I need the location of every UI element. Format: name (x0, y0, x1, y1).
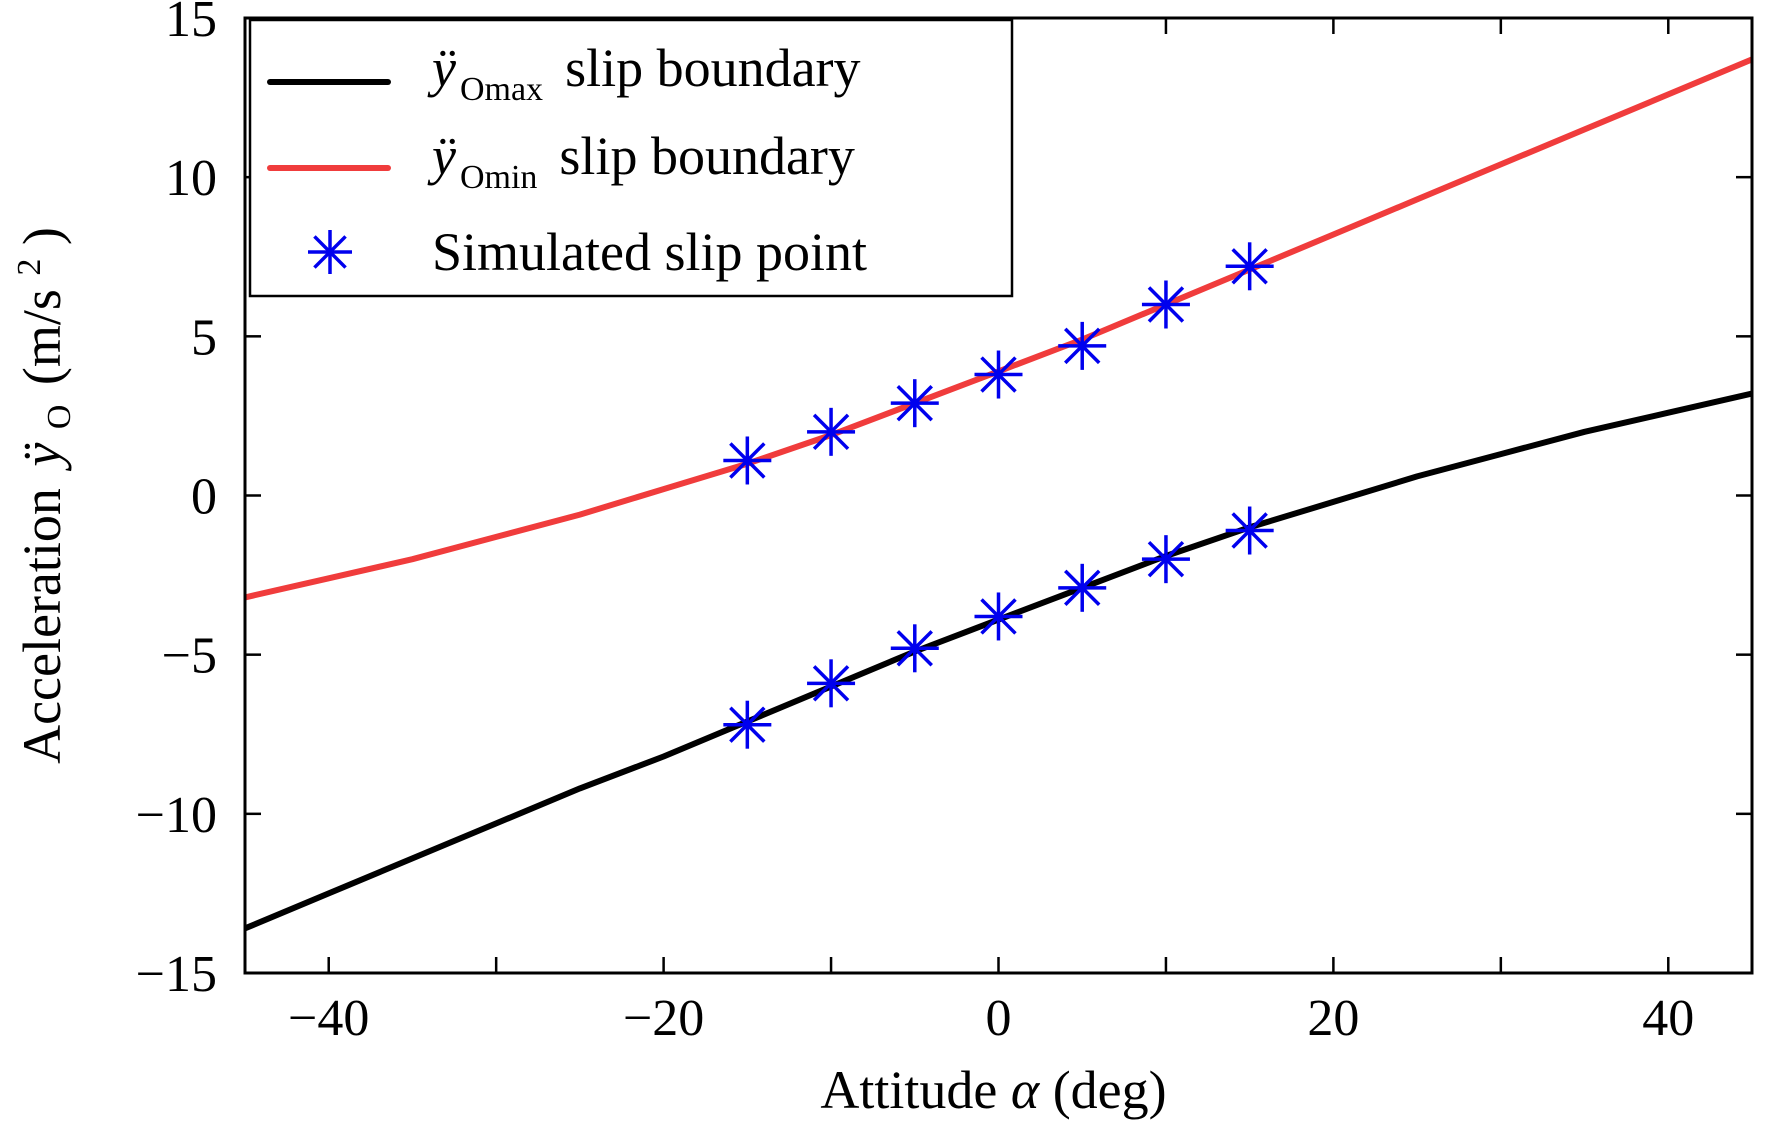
x-axis-title-text: Attitude (820, 1060, 997, 1120)
slip-point-stroke (1147, 540, 1185, 578)
slip-point-stroke (1147, 286, 1185, 323)
slip-point-marker (723, 700, 772, 749)
slip-point-stroke (812, 413, 850, 451)
y-tick-label: 0 (191, 469, 217, 526)
x-tick-label: 40 (1642, 990, 1694, 1047)
legend-symbol-ymax: ÿ (427, 38, 456, 98)
legend-sub-ymax: Omax (460, 71, 543, 108)
legend-text-ymin: slip boundary (559, 126, 854, 186)
ticks-layer: −40 −20 0 20 40 −15 −10 −5 0 5 10 15 (136, 0, 1752, 1047)
y-tick-label: −5 (162, 628, 217, 685)
x-axis-title: Attitude α (deg) (820, 1060, 1166, 1120)
legend-box (248, 18, 1014, 298)
x-axis-title-unit: (deg) (1053, 1060, 1167, 1120)
slip-point-marker (890, 379, 939, 428)
slip-point-marker (1058, 321, 1107, 370)
slip-point-stroke (313, 235, 347, 269)
legend-symbol-ymin: ÿ (427, 126, 456, 186)
slip-point-marker (807, 407, 856, 456)
y-tick-label: 15 (165, 0, 217, 48)
legend-text-slip-point: Simulated slip point (432, 222, 867, 282)
slip-point-stroke (896, 630, 933, 667)
y-axis-title-close: ) (12, 227, 72, 245)
slip-point-stroke (1064, 569, 1101, 607)
y-axis-title-sup: 2 (11, 259, 48, 276)
slip-point-marker (1141, 535, 1190, 584)
slip-point-stroke (729, 706, 766, 743)
legend-sub-ymin: Omin (460, 159, 537, 196)
slip-point-marker (1225, 242, 1274, 291)
legend-text-ymax: slip boundary (565, 38, 860, 98)
series-line-ymax (245, 390, 1752, 932)
legend-label-ymin: ÿ Omin slip boundary (427, 126, 855, 196)
legend-star-marker (308, 230, 352, 274)
legend-label-ymax: ÿ Omax slip boundary (427, 38, 861, 108)
series-layer (245, 56, 1752, 932)
x-tick-label: 0 (986, 990, 1012, 1047)
y-tick-label: −10 (136, 787, 217, 844)
y-tick-label: −15 (136, 946, 217, 1003)
slip-point-stroke (1231, 512, 1268, 549)
x-tick-label: 20 (1307, 990, 1359, 1047)
legend-swatch-slip-point (308, 230, 352, 274)
slip-point-stroke (1064, 327, 1101, 365)
slip-point-marker (1058, 563, 1107, 612)
slip-point-marker (974, 350, 1023, 399)
slip-point-stroke (812, 665, 850, 702)
slip-point-stroke (896, 384, 933, 422)
y-axis-title-symbol: ÿ (12, 443, 72, 472)
slip-point-stroke (980, 356, 1017, 393)
slip-point-stroke (980, 598, 1017, 635)
y-axis-title-sub: O (41, 405, 78, 430)
y-axis-title-unit: (m/s (12, 289, 72, 385)
y-tick-label: 10 (165, 150, 217, 207)
slip-point-marker (1141, 280, 1190, 329)
slip-point-marker (723, 436, 772, 485)
slip-point-marker (974, 592, 1023, 641)
legend: ÿ Omax slip boundary ÿ Omin slip boundar… (248, 18, 1014, 298)
y-axis-title-text: Acceleration (12, 488, 72, 764)
y-tick-label: 5 (191, 309, 217, 366)
slip-point-marker (1225, 506, 1274, 555)
slip-point-marker (890, 624, 939, 673)
x-tick-label: −40 (288, 990, 369, 1047)
slip-point-stroke (729, 442, 766, 479)
x-tick-label: −20 (623, 990, 704, 1047)
y-axis-title: Acceleration ÿ O (m/s 2 ) (0, 227, 82, 764)
slip-point-marker (807, 659, 856, 708)
x-axis-title-symbol: α (1011, 1060, 1041, 1120)
slip-point-stroke (1231, 248, 1268, 285)
